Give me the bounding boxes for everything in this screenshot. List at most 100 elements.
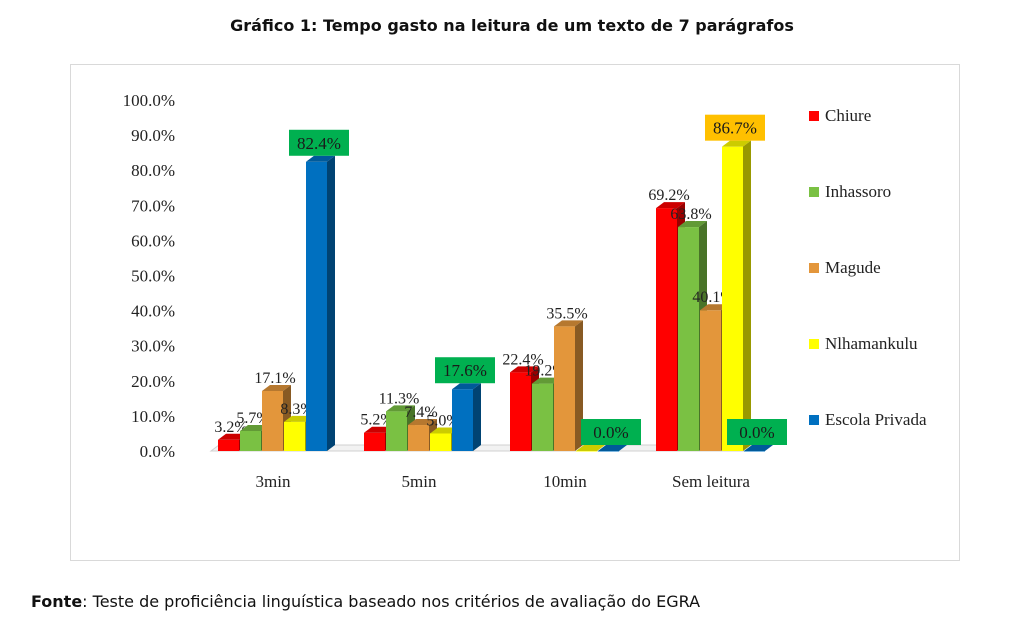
bar-front xyxy=(576,451,597,452)
legend-item: Chiure xyxy=(809,106,871,125)
data-label: 0.0% xyxy=(739,423,774,442)
bar-top xyxy=(678,221,707,228)
source-text: : Teste de proficiência linguística base… xyxy=(82,592,701,611)
data-label: 82.4% xyxy=(297,134,341,153)
bar-top xyxy=(386,405,415,412)
y-tick-label: 40.0% xyxy=(131,302,175,321)
data-label: 5.7% xyxy=(236,410,269,427)
data-label: 22.4% xyxy=(502,351,543,368)
data-label: 17.1% xyxy=(254,370,295,387)
y-tick-label: 90.0% xyxy=(131,126,175,145)
highlight-label: 0.0% xyxy=(581,419,641,445)
bar-top xyxy=(306,155,335,162)
bar-front xyxy=(284,421,305,451)
bar-top xyxy=(364,426,393,433)
x-tick-label: 10min xyxy=(543,472,587,491)
bar-front xyxy=(554,326,575,451)
bar-front xyxy=(364,432,385,451)
bar-front xyxy=(306,161,327,451)
x-tick-label: 3min xyxy=(256,472,291,491)
highlight-label: 82.4% xyxy=(289,129,349,156)
bar-front xyxy=(656,208,677,451)
data-label: 69.2% xyxy=(648,187,689,204)
bar-front xyxy=(262,390,283,451)
label-box xyxy=(581,419,641,445)
legend-item: Escola Privada xyxy=(809,410,927,429)
bar-front xyxy=(744,451,765,452)
bar-top xyxy=(218,433,247,440)
bar-front xyxy=(452,389,473,451)
bar-top xyxy=(430,427,459,434)
bar-top xyxy=(598,445,627,451)
legend-label: Magude xyxy=(825,258,881,277)
legend-item: Nlhamankulu xyxy=(809,334,918,353)
bar-front xyxy=(700,310,721,451)
bar-side xyxy=(575,320,583,451)
bar-top xyxy=(262,384,291,391)
bar-top xyxy=(510,366,539,373)
bar-top xyxy=(240,424,269,431)
y-tick-label: 10.0% xyxy=(131,407,175,426)
highlight-label: 0.0% xyxy=(727,419,787,445)
bar-front xyxy=(722,146,743,452)
y-tick-label: 20.0% xyxy=(131,372,175,391)
y-tick-label: 50.0% xyxy=(131,267,175,286)
data-label: 86.7% xyxy=(713,119,757,138)
bar-front xyxy=(218,439,239,451)
bar-side xyxy=(473,383,481,451)
label-box xyxy=(727,419,787,445)
data-label: 63.8% xyxy=(670,206,711,223)
legend-label: Escola Privada xyxy=(825,410,927,429)
y-tick-label: 0.0% xyxy=(140,442,175,461)
bar-front xyxy=(386,411,407,451)
source-note: Fonte: Teste de proficiência linguística… xyxy=(31,592,700,611)
bar-nlhamankulu xyxy=(722,140,751,452)
bar-magude xyxy=(554,320,583,451)
bar-nlhamankulu xyxy=(576,445,605,452)
bar-side xyxy=(327,155,335,451)
data-label: 0.0% xyxy=(593,423,628,442)
chart-area: 0.0% 10.0% 20.0% 30.0% 40.0% 50.0% 60.0% 70.0% 8… xyxy=(70,64,960,561)
data-label: 7.4% xyxy=(404,404,437,421)
y-tick-label: 100.0% xyxy=(123,91,175,110)
bar-escola-privada xyxy=(306,155,335,451)
bar-escola-privada xyxy=(744,445,773,452)
x-tick-label: 5min xyxy=(402,472,437,491)
data-label: 5.2% xyxy=(360,412,393,429)
x-tick-label: Sem leitura xyxy=(672,472,750,491)
legend-swatch xyxy=(809,263,819,273)
bar-escola-privada xyxy=(598,445,627,452)
bar-front xyxy=(240,430,261,451)
bar-top xyxy=(700,304,729,311)
bar-chart: 0.0% 10.0% 20.0% 30.0% 40.0% 50.0% 60.0% 70.0% 8… xyxy=(123,91,927,491)
data-label: 5.0% xyxy=(426,412,459,429)
legend-item: Magude xyxy=(809,258,881,277)
legend-swatch xyxy=(809,415,819,425)
legend-swatch xyxy=(809,111,819,121)
bar-side xyxy=(743,140,751,452)
chart-title: Gráfico 1: Tempo gasto na leitura de um … xyxy=(230,16,794,35)
legend-label: Chiure xyxy=(825,106,871,125)
y-tick-label: 60.0% xyxy=(131,231,175,250)
source-label: Fonte xyxy=(31,592,83,611)
bar-top xyxy=(284,415,313,422)
label-box xyxy=(289,129,349,156)
bar-top xyxy=(452,383,481,390)
bar-front xyxy=(598,451,619,452)
data-label: 17.6% xyxy=(443,361,487,380)
data-label: 35.5% xyxy=(546,305,587,322)
data-label: 8.3% xyxy=(280,401,313,418)
bar-front xyxy=(678,227,699,451)
bar-front xyxy=(510,372,531,451)
highlight-label: 86.7% xyxy=(705,114,765,141)
legend-label: Nlhamankulu xyxy=(825,334,918,353)
highlight-label: 17.6% xyxy=(435,357,495,384)
bar-front xyxy=(408,425,429,451)
legend-item: Inhassoro xyxy=(809,182,891,201)
legend-swatch xyxy=(809,339,819,349)
label-box xyxy=(435,357,495,384)
legend-label: Inhassoro xyxy=(825,182,891,201)
label-box xyxy=(705,114,765,141)
bar-front xyxy=(532,383,553,451)
bar-top xyxy=(576,445,605,451)
